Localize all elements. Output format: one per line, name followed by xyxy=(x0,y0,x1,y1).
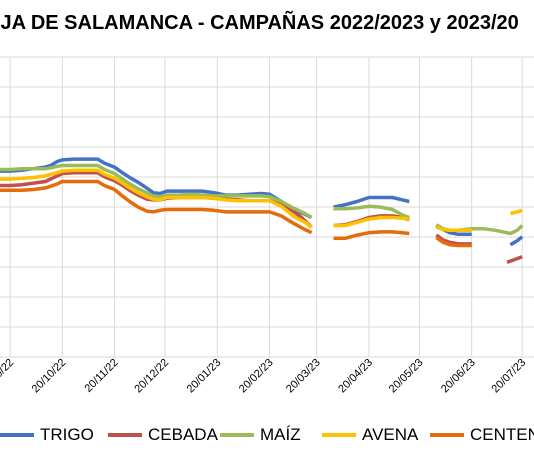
x-tick-label: 20/07/23 xyxy=(490,357,529,396)
series-line-trigo xyxy=(509,235,524,247)
legend-swatch-centeno xyxy=(430,433,464,437)
x-tick-label: 20/12/22 xyxy=(132,357,171,396)
legend-swatch-avena xyxy=(322,433,356,437)
x-tick-label: 20/11/22 xyxy=(82,357,120,395)
gridlines xyxy=(0,56,534,358)
x-tick-label: 20/02/23 xyxy=(237,357,276,396)
x-tick-label: 20/04/23 xyxy=(336,357,375,396)
series-line-centeno xyxy=(0,179,313,235)
legend-label-maiz: MAÍZ xyxy=(260,425,301,444)
x-tick-label: 20/05/23 xyxy=(387,357,426,396)
legend-label-avena: AVENA xyxy=(362,425,419,444)
x-tick-label: 20/03/23 xyxy=(284,357,323,396)
legend-item-cebada: CEBADA xyxy=(108,425,218,445)
series-line-maiz xyxy=(333,204,410,220)
x-tick-label: 9/22 xyxy=(0,357,16,381)
series-line-trigo xyxy=(333,195,410,209)
series-line-avena xyxy=(333,215,410,228)
x-axis-tick-labels: 9/22 20/10/22 20/11/22 20/12/22 20/01/23 20/0… xyxy=(0,357,528,396)
series-lines xyxy=(0,157,524,264)
legend-item-maiz: MAÍZ xyxy=(220,425,301,445)
series-line-avena xyxy=(435,225,472,233)
legend-label-centeno: CENTENO xyxy=(470,425,534,444)
legend-item-trigo: TRIGO xyxy=(0,425,94,445)
x-tick-label: 20/06/23 xyxy=(439,357,478,396)
x-tick-label: 20/10/22 xyxy=(30,357,69,396)
legend-swatch-trigo xyxy=(0,433,34,437)
x-tick-label: 20/01/23 xyxy=(185,357,224,396)
series-line-centeno xyxy=(435,236,472,248)
series-line-maiz xyxy=(0,163,313,220)
series-line-trigo xyxy=(0,157,313,220)
series-line-avena xyxy=(509,208,523,216)
legend-item-avena: AVENA xyxy=(322,425,418,445)
legend-label-cebada: CEBADA xyxy=(148,425,218,444)
legend-swatch-maiz xyxy=(220,433,254,437)
legend: TRIGO CEBADA MAÍZ AVENA CENTENO xyxy=(0,425,534,449)
legend-swatch-cebada xyxy=(108,433,142,437)
series-line-cebada xyxy=(506,255,523,264)
legend-item-centeno: CENTENO xyxy=(430,425,534,445)
legend-label-trigo: TRIGO xyxy=(40,425,94,444)
chart-title: NJA DE SALAMANCA - CAMPAÑAS 2022/2023 y … xyxy=(0,12,519,34)
series-line-avena xyxy=(0,168,313,229)
series-line-centeno xyxy=(333,230,410,241)
